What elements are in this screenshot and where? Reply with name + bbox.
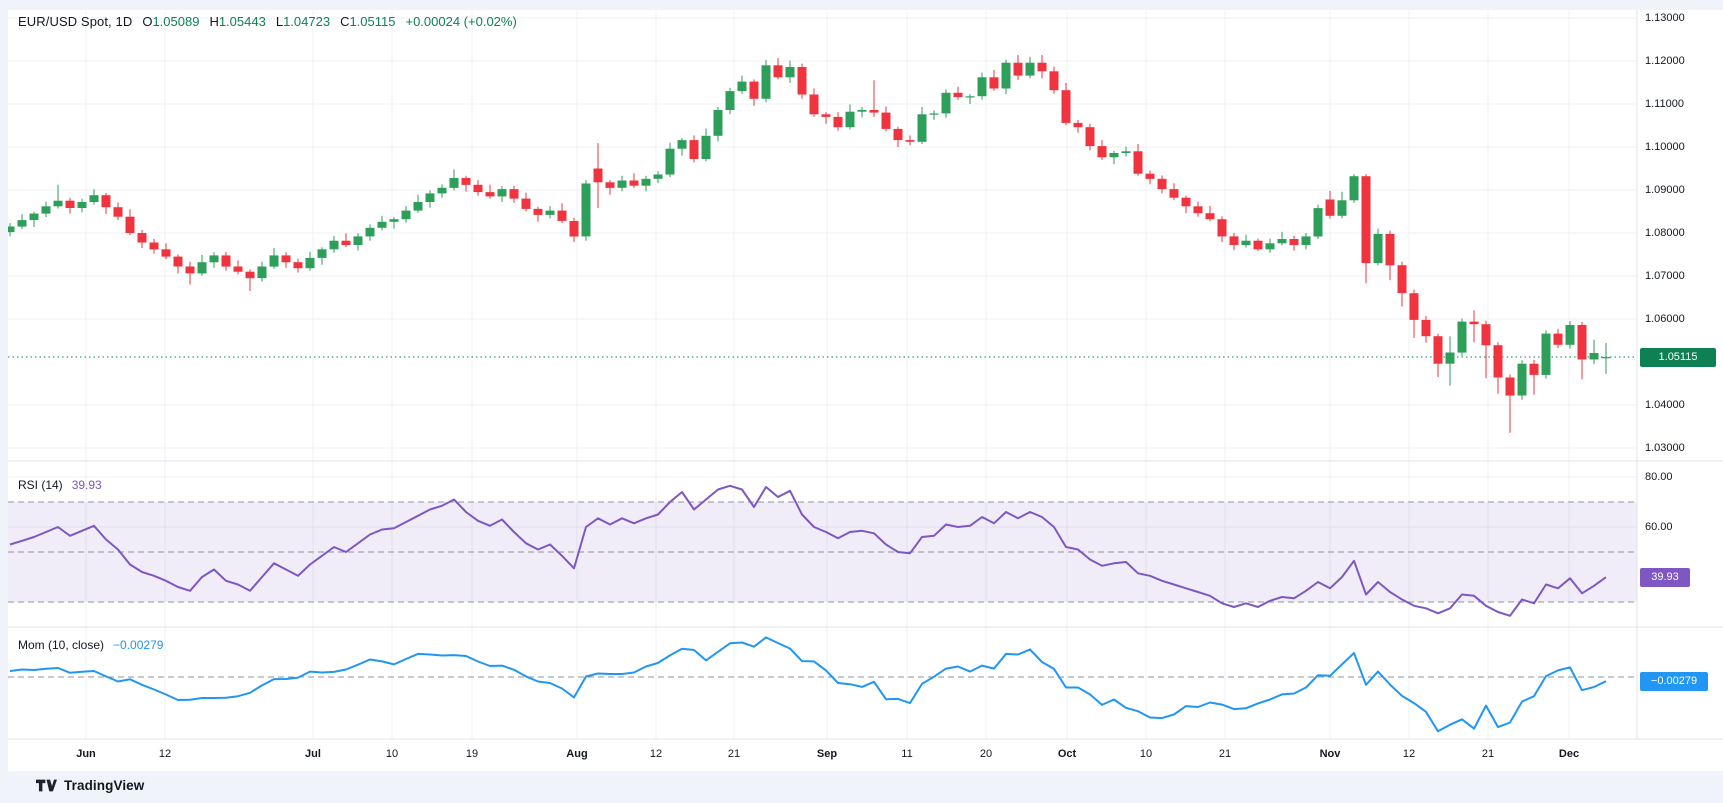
rsi-title: RSI (14) <box>18 478 63 492</box>
tradingview-brand-text: TradingView <box>64 778 145 793</box>
rsi-value: 39.93 <box>71 478 102 492</box>
ohlc-close: C1.05115 <box>340 14 396 29</box>
ohlc-open: O1.05089 <box>142 14 200 29</box>
tradingview-attribution-link[interactable]: TradingView <box>36 778 144 793</box>
symbol-title: EUR/USD Spot, 1D <box>18 14 133 29</box>
mom-value: −0.00279 <box>113 638 164 652</box>
mom-indicator-legend[interactable]: Mom (10, close) −0.00279 <box>18 638 163 652</box>
symbol-header[interactable]: EUR/USD Spot, 1D O1.05089 H1.05443 L1.04… <box>18 14 517 29</box>
tradingview-logo-icon <box>36 779 57 792</box>
ohlc-high: H1.05443 <box>209 14 266 29</box>
rsi-indicator-legend[interactable]: RSI (14) 39.93 <box>18 478 102 492</box>
ohlc-low: L1.04723 <box>275 14 331 29</box>
mom-title: Mom (10, close) <box>18 638 105 652</box>
chart-panel <box>8 10 1723 771</box>
price-change: +0.00024 (+0.02%) <box>405 14 517 29</box>
